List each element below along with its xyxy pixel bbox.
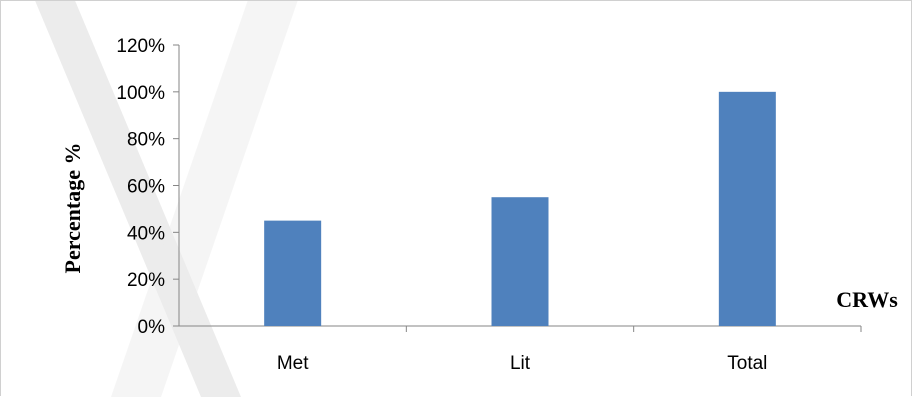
watermark [35,1,298,397]
y-tick-label: 120% [116,36,165,57]
bar-total [718,91,776,326]
x-tick-label: Lit [510,353,531,374]
x-tick-label: Met [277,353,309,374]
y-tick-label: 40% [127,223,165,244]
y-axis-title: Percentage % [60,143,85,274]
x-axis-title: CRWs [836,287,898,312]
y-tick-label: 80% [127,130,165,151]
bars [264,91,776,326]
y-tick-label: 20% [127,270,165,291]
bar-lit [491,197,549,326]
y-tick-label: 60% [127,177,165,198]
x-tick-label: Total [727,353,767,374]
bar-met [264,220,322,326]
y-tick-label: 0% [138,317,166,338]
labels: 0% 20% 40% 60% 80% 100% 120% Met Lit Total [116,36,767,374]
y-tick-label: 100% [116,83,165,104]
